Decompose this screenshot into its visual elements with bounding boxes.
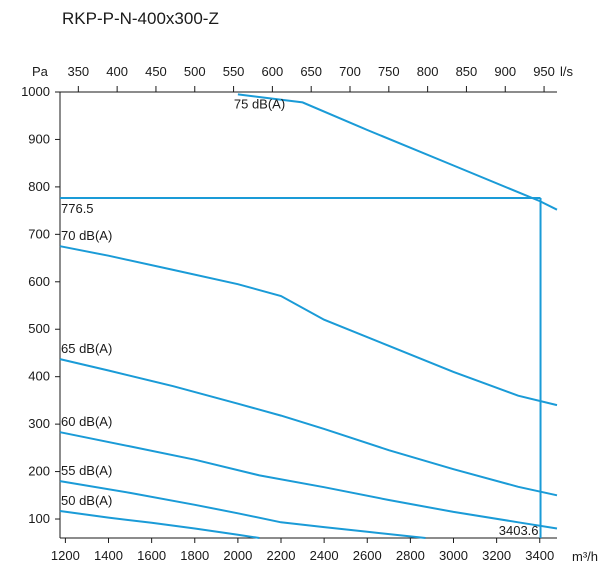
x-tick-label: 1800 bbox=[180, 548, 209, 563]
x-top-tick-label: 800 bbox=[417, 64, 439, 79]
x-top-tick-label: 550 bbox=[223, 64, 245, 79]
x-top-tick-label: 500 bbox=[184, 64, 206, 79]
x-axis-unit: m³/h bbox=[572, 549, 598, 564]
x-tick-label: 1400 bbox=[94, 548, 123, 563]
y-tick-label: 100 bbox=[28, 511, 50, 526]
y-axis-unit: Pa bbox=[32, 64, 49, 79]
x-tick-label: 2400 bbox=[310, 548, 339, 563]
curve-65-dba bbox=[59, 358, 558, 497]
y-tick-label: 1000 bbox=[21, 84, 50, 99]
x-tick-label: 2800 bbox=[396, 548, 425, 563]
operating-point-flow-label: 3403.6 bbox=[499, 523, 539, 538]
curve-70-dba bbox=[59, 245, 558, 407]
x-top-tick-label: 450 bbox=[145, 64, 167, 79]
x-tick-label: 3200 bbox=[482, 548, 511, 563]
series-label: 50 dB(A) bbox=[61, 493, 112, 508]
series-label: 55 dB(A) bbox=[61, 463, 112, 478]
y-tick-label: 700 bbox=[28, 226, 50, 241]
operating-point-pressure-label: 776.5 bbox=[61, 201, 94, 216]
x-tick-label: 1600 bbox=[137, 548, 166, 563]
x-tick-label: 3000 bbox=[439, 548, 468, 563]
series-label: 60 dB(A) bbox=[61, 414, 112, 429]
series-label: 70 dB(A) bbox=[61, 228, 112, 243]
series-label: 75 dB(A) bbox=[234, 96, 285, 111]
x-top-tick-label: 350 bbox=[67, 64, 89, 79]
x-top-tick-label: 850 bbox=[456, 64, 478, 79]
x-top-tick-label: 600 bbox=[262, 64, 284, 79]
x-top-tick-label: 950 bbox=[533, 64, 555, 79]
curve-60-dba bbox=[59, 431, 558, 530]
x-tick-label: 3400 bbox=[525, 548, 554, 563]
y-tick-label: 600 bbox=[28, 274, 50, 289]
y-tick-label: 500 bbox=[28, 321, 50, 336]
x-top-tick-label: 400 bbox=[106, 64, 128, 79]
x-tick-label: 2000 bbox=[223, 548, 252, 563]
x-top-tick-label: 700 bbox=[339, 64, 361, 79]
series-label: 65 dB(A) bbox=[61, 341, 112, 356]
x-tick-label: 1200 bbox=[51, 548, 80, 563]
x-top-tick-label: 650 bbox=[300, 64, 322, 79]
x-top-tick-label: 900 bbox=[494, 64, 516, 79]
y-tick-label: 400 bbox=[28, 369, 50, 384]
x-tick-label: 2200 bbox=[267, 548, 296, 563]
y-tick-label: 200 bbox=[28, 464, 50, 479]
x-top-tick-label: 750 bbox=[378, 64, 400, 79]
chart-title: RKP-P-N-400x300-Z bbox=[62, 9, 219, 28]
curve-50-dba bbox=[59, 510, 260, 539]
y-tick-label: 900 bbox=[28, 131, 50, 146]
x-top-axis-unit: l/s bbox=[560, 64, 574, 79]
x-tick-label: 2600 bbox=[353, 548, 382, 563]
y-tick-label: 300 bbox=[28, 416, 50, 431]
curve-55-dba bbox=[59, 480, 426, 539]
curve-75-dba bbox=[237, 93, 558, 211]
y-tick-label: 800 bbox=[28, 179, 50, 194]
